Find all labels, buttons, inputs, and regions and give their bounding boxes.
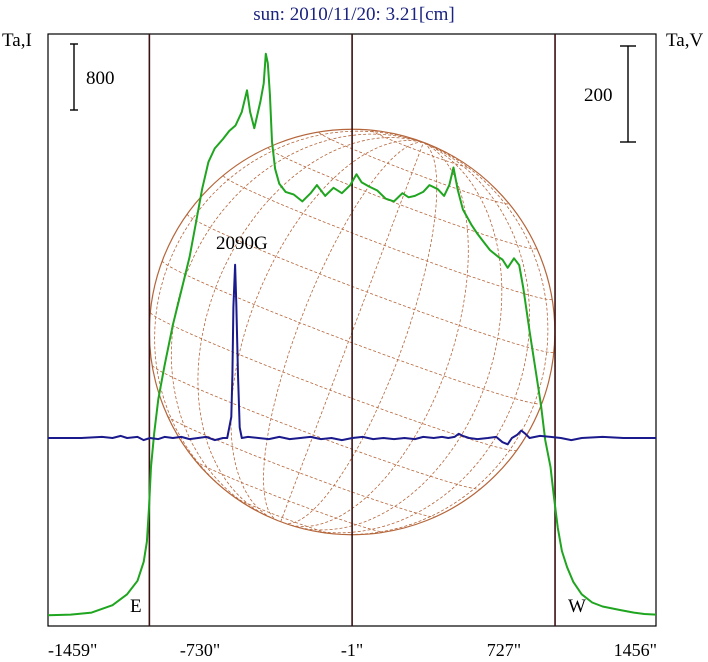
longitude-line [290,142,469,527]
latitude-line [150,312,517,451]
longitude-line [298,142,531,534]
longitude-line [294,142,503,531]
peak-annotation: 2090G [216,233,268,254]
longitude-line [283,142,438,524]
longitude-line [280,142,424,522]
latitude-line [234,497,332,534]
longitude-line [230,140,424,518]
west-limb-label: W [568,596,586,617]
longitude-line [170,133,424,515]
longitude-line [320,142,549,535]
left-scale-bar [70,43,78,111]
x-tick-label: -1459" [48,640,97,660]
x-tick-label: -730" [180,640,220,660]
latitude-line [371,130,471,168]
series-layer [47,52,657,617]
east-limb-label: E [130,596,142,617]
right-axis-label: Ta,V [666,30,703,51]
chart-title: sun: 2010/11/20: 3.21[cm] [253,4,454,25]
left-scale-value: 800 [86,68,115,89]
series-line-V [48,263,656,446]
series-line-I [47,52,657,617]
vertical-reference-lines [148,34,556,626]
left-axis-label: Ta,I [2,30,32,51]
latitude-line [318,132,509,205]
right-scale-value: 200 [584,85,613,106]
latitude-line [167,415,436,518]
right-scale-bar [620,45,636,143]
x-tick-label: 727" [487,640,521,660]
x-tick-label: 1456" [614,640,657,660]
longitude-line [154,130,424,504]
x-tick-labels: -1459" -730" -1" 727" 1456" [48,640,657,660]
longitude-line [197,137,424,517]
longitude-line [263,141,424,522]
latitude-line [223,175,553,300]
x-tick-label: -1" [341,640,363,660]
